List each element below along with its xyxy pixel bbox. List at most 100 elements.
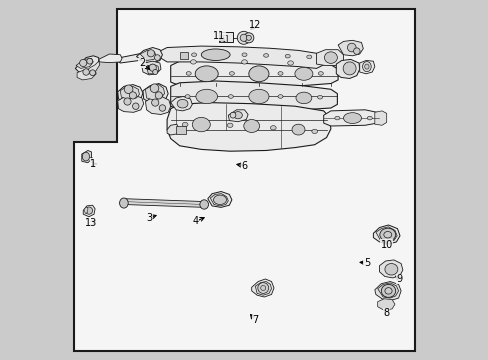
Ellipse shape [123, 98, 131, 105]
Polygon shape [170, 81, 337, 111]
Ellipse shape [379, 228, 395, 241]
Ellipse shape [295, 92, 311, 104]
Polygon shape [210, 194, 228, 206]
Ellipse shape [244, 120, 259, 132]
Polygon shape [323, 110, 379, 126]
Ellipse shape [182, 122, 187, 127]
Ellipse shape [201, 49, 230, 60]
Text: 12: 12 [248, 20, 261, 30]
Ellipse shape [246, 35, 251, 40]
Ellipse shape [82, 152, 89, 161]
Ellipse shape [237, 31, 250, 44]
Ellipse shape [343, 62, 355, 75]
Polygon shape [379, 260, 402, 278]
Ellipse shape [306, 55, 311, 59]
Ellipse shape [192, 117, 210, 132]
Ellipse shape [260, 285, 265, 291]
Ellipse shape [195, 66, 218, 82]
Polygon shape [75, 56, 99, 72]
Polygon shape [77, 69, 96, 80]
Polygon shape [377, 283, 398, 298]
Ellipse shape [383, 231, 391, 238]
Ellipse shape [152, 69, 158, 75]
Ellipse shape [132, 103, 139, 109]
Polygon shape [146, 64, 159, 74]
Ellipse shape [124, 85, 133, 94]
Ellipse shape [151, 99, 159, 106]
Ellipse shape [147, 50, 154, 57]
Ellipse shape [80, 59, 87, 67]
Ellipse shape [129, 92, 136, 99]
Ellipse shape [213, 195, 226, 204]
Bar [179, 52, 187, 59]
Polygon shape [377, 299, 394, 310]
Polygon shape [136, 48, 162, 63]
Ellipse shape [347, 43, 355, 52]
Polygon shape [207, 192, 231, 207]
Ellipse shape [229, 72, 234, 75]
Text: 2: 2 [139, 58, 145, 68]
Ellipse shape [149, 64, 156, 71]
Ellipse shape [85, 207, 92, 214]
Ellipse shape [353, 48, 359, 54]
Ellipse shape [324, 52, 337, 63]
Polygon shape [374, 282, 400, 301]
Polygon shape [84, 207, 88, 213]
Ellipse shape [287, 61, 293, 65]
Polygon shape [375, 227, 396, 242]
Ellipse shape [362, 62, 370, 72]
Ellipse shape [196, 89, 217, 104]
Polygon shape [142, 84, 168, 103]
Text: 13: 13 [85, 218, 98, 228]
Ellipse shape [318, 72, 323, 75]
Ellipse shape [364, 64, 368, 69]
Text: 9: 9 [395, 274, 402, 284]
Bar [219, 32, 232, 42]
Ellipse shape [384, 264, 397, 275]
Polygon shape [88, 61, 100, 74]
Polygon shape [160, 46, 323, 68]
Ellipse shape [233, 112, 242, 119]
Polygon shape [118, 52, 149, 63]
Text: 5: 5 [363, 258, 369, 268]
Ellipse shape [241, 60, 247, 64]
Ellipse shape [381, 284, 395, 297]
Text: 7: 7 [252, 315, 258, 325]
Ellipse shape [154, 55, 160, 60]
Polygon shape [170, 59, 337, 87]
Ellipse shape [150, 84, 159, 93]
Text: 8: 8 [383, 308, 389, 318]
Ellipse shape [343, 113, 361, 123]
Ellipse shape [190, 60, 196, 64]
Ellipse shape [366, 116, 371, 120]
Polygon shape [76, 58, 93, 68]
Text: 10: 10 [380, 240, 392, 250]
Ellipse shape [120, 198, 128, 208]
Polygon shape [145, 96, 170, 114]
Ellipse shape [185, 95, 190, 98]
Polygon shape [316, 50, 343, 66]
Text: 1: 1 [90, 159, 96, 169]
Polygon shape [73, 9, 415, 351]
Ellipse shape [277, 72, 283, 75]
Bar [176, 126, 186, 134]
Polygon shape [251, 279, 273, 297]
Ellipse shape [334, 116, 339, 120]
Ellipse shape [200, 200, 208, 209]
Text: 4: 4 [192, 216, 199, 226]
Polygon shape [167, 124, 179, 135]
Polygon shape [337, 40, 363, 56]
Polygon shape [255, 282, 271, 295]
Polygon shape [145, 85, 164, 100]
Polygon shape [120, 86, 139, 99]
Polygon shape [123, 199, 204, 207]
Polygon shape [359, 60, 374, 74]
Ellipse shape [240, 34, 247, 41]
Ellipse shape [248, 66, 268, 82]
Polygon shape [140, 50, 156, 60]
Ellipse shape [177, 99, 187, 108]
Ellipse shape [317, 95, 322, 99]
Ellipse shape [244, 33, 253, 43]
Ellipse shape [311, 129, 317, 134]
Polygon shape [336, 59, 359, 78]
